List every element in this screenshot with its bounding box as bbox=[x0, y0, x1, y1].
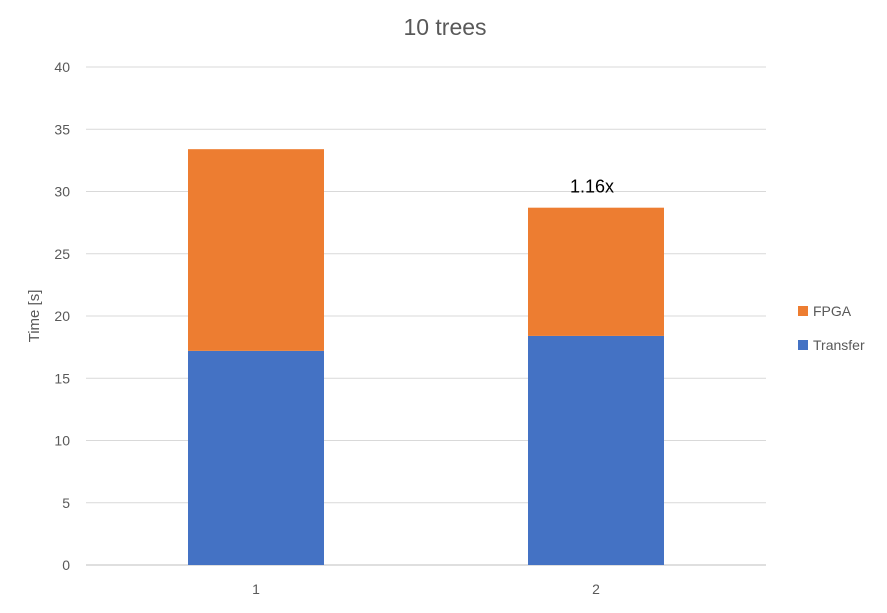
y-tick-label: 0 bbox=[62, 557, 70, 573]
chart-title: 10 trees bbox=[403, 14, 486, 40]
bars bbox=[188, 149, 664, 565]
y-axis-ticks: 0 5 10 15 20 25 30 35 40 bbox=[54, 59, 70, 573]
y-axis-label: Time [s] bbox=[26, 290, 43, 343]
y-tick-label: 35 bbox=[54, 121, 70, 137]
legend: FPGA Transfer bbox=[798, 303, 865, 353]
x-tick-label: 1 bbox=[252, 581, 260, 597]
bar-segment-transfer bbox=[528, 335, 664, 565]
y-tick-label: 10 bbox=[54, 433, 70, 449]
y-tick-label: 40 bbox=[54, 59, 70, 75]
y-tick-label: 20 bbox=[54, 308, 70, 324]
y-tick-label: 5 bbox=[62, 495, 70, 511]
legend-swatch-transfer bbox=[798, 340, 808, 350]
legend-label-transfer: Transfer bbox=[813, 337, 865, 353]
bar-segment-fpga bbox=[188, 149, 324, 351]
y-tick-label: 25 bbox=[54, 246, 70, 262]
bar-segment-fpga bbox=[528, 207, 664, 336]
x-tick-label: 2 bbox=[592, 581, 600, 597]
y-tick-label: 15 bbox=[54, 370, 70, 386]
bar-segment-transfer bbox=[188, 350, 324, 565]
legend-label-fpga: FPGA bbox=[813, 303, 852, 319]
legend-swatch-fpga bbox=[798, 306, 808, 316]
speedup-annotation: 1.16x bbox=[570, 177, 614, 197]
annotations: 1.16x bbox=[570, 177, 614, 197]
y-tick-label: 30 bbox=[54, 184, 70, 200]
